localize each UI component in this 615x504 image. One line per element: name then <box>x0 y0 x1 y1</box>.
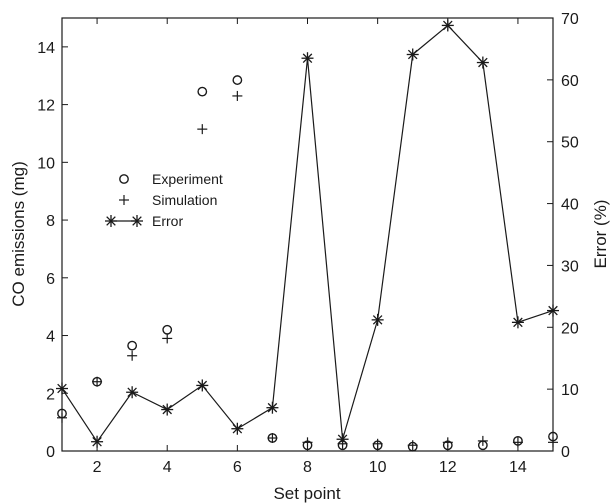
y-right-axis-label: Error (%) <box>591 200 610 269</box>
error-point <box>196 379 209 392</box>
simulation-point <box>92 376 103 387</box>
y-left-tick-label: 8 <box>46 213 55 230</box>
legend-marker-simulation <box>119 195 129 205</box>
error-point <box>91 435 104 448</box>
legend-error-marker-a <box>105 215 117 227</box>
simulation-point <box>267 433 278 444</box>
x-tick-label: 4 <box>163 459 172 476</box>
error-point <box>547 304 559 317</box>
x-tick-label: 10 <box>369 459 387 476</box>
legend-marker-error <box>105 215 143 227</box>
legend-label-experiment: Experiment <box>152 171 223 187</box>
chart-marks <box>56 19 559 452</box>
legend-error-marker-b <box>131 215 143 227</box>
legend-simulation-marker <box>119 195 129 205</box>
error-point <box>56 382 68 395</box>
error-point <box>441 19 454 32</box>
simulation-point <box>442 437 453 448</box>
simulation-point <box>477 435 488 446</box>
x-tick-label: 14 <box>509 459 527 476</box>
y-right-tick-label: 10 <box>561 382 579 399</box>
y-right-tick-label: 40 <box>561 197 579 214</box>
legend-label-simulation: Simulation <box>152 192 217 208</box>
simulation-point <box>372 438 383 449</box>
error-series-line <box>61 24 554 443</box>
simulation-point <box>548 437 558 448</box>
x-tick-label: 6 <box>233 459 242 476</box>
y-left-tick-label: 14 <box>37 40 55 57</box>
simulation-point <box>57 412 67 423</box>
simulation-point <box>162 333 173 344</box>
error-point <box>476 56 489 69</box>
plot-frame <box>61 17 554 452</box>
error-point <box>406 48 419 61</box>
y-right-tick-label: 0 <box>561 444 570 461</box>
y-left-tick-label: 10 <box>37 155 55 172</box>
y-left-tick-label: 2 <box>46 386 55 403</box>
legend-marker-experiment <box>119 174 129 184</box>
legend-label-error: Error <box>152 213 183 229</box>
x-tick-label: 8 <box>303 459 312 476</box>
x-axis-label: Set point <box>273 484 340 503</box>
error-line <box>61 24 554 443</box>
simulation-point <box>197 124 208 135</box>
simulation-point <box>127 350 138 361</box>
y-right-tick-label: 20 <box>561 320 579 337</box>
y-right-tick-label: 50 <box>561 135 579 152</box>
error-point <box>266 401 279 414</box>
error-point <box>511 316 524 329</box>
error-point <box>161 403 174 416</box>
experiment-point <box>232 75 243 85</box>
experiment-point <box>127 340 138 351</box>
y-left-tick-label: 12 <box>37 98 55 115</box>
experiment-point <box>162 324 173 335</box>
simulation-point <box>512 437 523 448</box>
x-axis-ticks: 2 4 6 8 10 12 14 <box>93 18 527 476</box>
legend-experiment-marker <box>119 174 129 184</box>
x-tick-label: 12 <box>439 459 457 476</box>
experiment-point <box>197 86 208 97</box>
error-point <box>126 386 139 399</box>
y-right-axis-ticks: 0 10 20 30 40 50 60 70 <box>547 11 579 461</box>
y-left-tick-label: 0 <box>46 444 55 461</box>
error-point <box>301 52 314 65</box>
simulation-point <box>302 437 313 448</box>
simulation-point <box>232 90 243 101</box>
x-tick-label: 2 <box>93 459 102 476</box>
y-left-tick-label: 6 <box>46 271 55 288</box>
y-right-tick-label: 60 <box>561 73 579 90</box>
y-left-axis-ticks: 0 2 4 6 8 10 12 14 <box>37 40 68 461</box>
error-point <box>371 313 384 326</box>
error-point <box>231 422 244 435</box>
simulation-point <box>407 440 418 451</box>
y-right-tick-label: 70 <box>561 11 579 28</box>
y-left-tick-label: 4 <box>46 329 55 346</box>
y-left-axis-label: CO emissions (mg) <box>9 161 28 306</box>
legend: Experiment Simulation Error <box>105 171 223 229</box>
error-point <box>336 433 349 446</box>
y-right-tick-label: 30 <box>561 258 579 275</box>
